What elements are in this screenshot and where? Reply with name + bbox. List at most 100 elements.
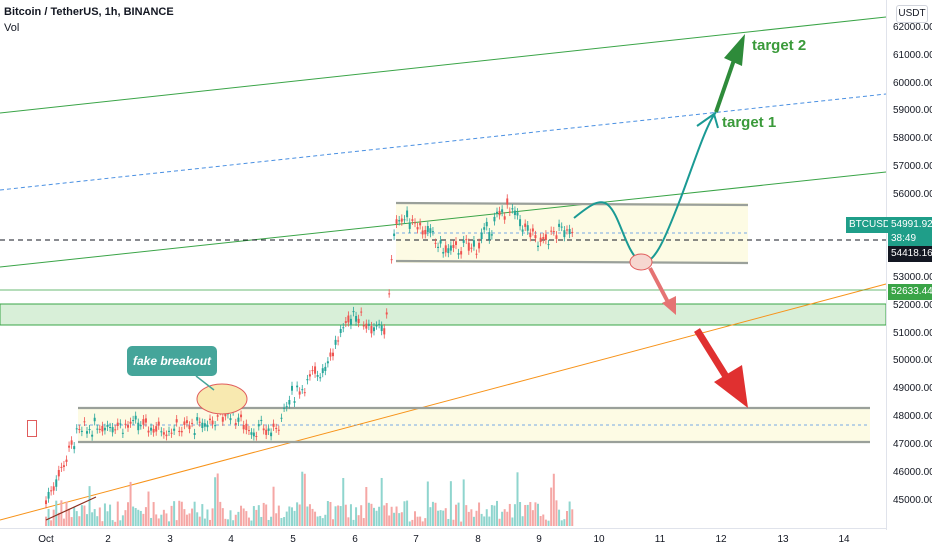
alert-marker-icon[interactable]	[27, 420, 37, 437]
time-axis[interactable]	[0, 528, 886, 551]
candle-body	[237, 417, 240, 422]
candle-body	[460, 251, 463, 255]
candle-body	[275, 427, 278, 429]
volume-bar	[80, 505, 83, 526]
volume-bar	[524, 504, 527, 526]
candle-body	[332, 352, 334, 357]
volume-bar	[513, 504, 516, 526]
candle-body	[91, 434, 94, 437]
candle-body	[534, 235, 537, 239]
y-tick: 48000.00	[893, 411, 932, 422]
candle-body	[400, 218, 403, 222]
candle-body	[257, 424, 260, 427]
volume-bar	[411, 519, 414, 526]
candle-body	[475, 253, 478, 255]
volume-bar	[170, 505, 173, 526]
volume-bar	[475, 510, 478, 526]
candle-body	[421, 230, 424, 235]
volume-bar	[503, 509, 506, 526]
volume-bar	[232, 520, 235, 526]
volume-bar	[47, 509, 50, 526]
y-tick: 49000.00	[893, 383, 932, 394]
candle-body	[375, 325, 378, 327]
green-level-label: 52633.44	[888, 284, 932, 300]
volume-bar	[206, 509, 209, 526]
currency-unit-button[interactable]: USDT	[896, 5, 928, 23]
candle-body	[367, 323, 370, 326]
candle-body	[434, 242, 437, 244]
candle-body	[270, 432, 273, 437]
volume-bar	[139, 510, 142, 526]
volume-bar	[280, 517, 283, 526]
candle-body	[347, 315, 350, 323]
volume-bar	[152, 502, 155, 526]
candle-body	[311, 370, 314, 372]
candle-body	[88, 429, 91, 431]
candle-body	[544, 234, 547, 241]
candle-body	[519, 219, 522, 227]
volume-bar	[478, 502, 481, 526]
candle-body	[55, 479, 58, 487]
red-arrow-small-head	[662, 296, 676, 315]
candle-body	[75, 428, 78, 430]
volume-bar	[316, 516, 319, 526]
candle-body	[388, 293, 391, 295]
candle-body	[362, 325, 365, 327]
candle-body	[508, 211, 511, 213]
x-tick: 14	[838, 534, 850, 545]
volume-bar	[490, 505, 493, 526]
volume-bar	[57, 512, 60, 526]
target-1-label: target 1	[722, 114, 777, 131]
candle-body	[234, 423, 237, 425]
volume-bar	[272, 486, 275, 526]
candle-body	[455, 241, 457, 245]
volume-bar	[408, 521, 411, 526]
candle-body	[416, 227, 419, 230]
candle-body	[229, 418, 232, 421]
candle-body	[406, 210, 409, 218]
x-tick: 3	[167, 534, 173, 545]
candle-body	[101, 425, 104, 432]
volume-bar	[332, 519, 334, 526]
candle-body	[411, 219, 414, 221]
volume-bar	[137, 509, 140, 526]
volume-bar	[465, 505, 468, 526]
volume-bar	[560, 520, 563, 526]
volume-bar	[383, 505, 386, 526]
candle-body	[373, 327, 375, 332]
last-price-label: 54991.92	[888, 217, 932, 233]
lower-channel-line	[0, 171, 887, 268]
volume-bar	[285, 511, 288, 526]
volume-bar	[444, 508, 447, 526]
volume-bar	[188, 513, 191, 526]
dashed-level-label: 54418.16	[888, 246, 932, 262]
x-tick: 9	[536, 534, 542, 545]
candle-body	[262, 428, 265, 431]
volume-bar	[390, 506, 393, 526]
candle-body	[552, 231, 555, 233]
volume-bar	[319, 515, 322, 526]
volume-bar	[257, 505, 260, 526]
candle-body	[483, 227, 486, 230]
price-axis[interactable]	[886, 0, 932, 530]
candle-body	[83, 421, 86, 423]
candle-body	[480, 232, 483, 240]
volume-bar	[252, 506, 255, 526]
volume-bar	[237, 511, 240, 526]
volume-bar	[301, 471, 304, 526]
y-tick: 51000.00	[893, 328, 932, 339]
candle-body	[116, 422, 119, 426]
candle-body	[324, 366, 327, 371]
candle-body	[111, 427, 114, 433]
x-tick: 11	[654, 534, 666, 545]
candle-body	[188, 425, 191, 430]
volume-bar	[298, 504, 301, 526]
volume-bar	[45, 516, 47, 526]
volume-bar	[106, 511, 109, 526]
volume-bar	[547, 520, 550, 526]
volume-bar	[134, 508, 137, 526]
volume-bar	[373, 507, 375, 526]
candle-body	[150, 427, 153, 431]
volume-bar	[367, 502, 370, 526]
